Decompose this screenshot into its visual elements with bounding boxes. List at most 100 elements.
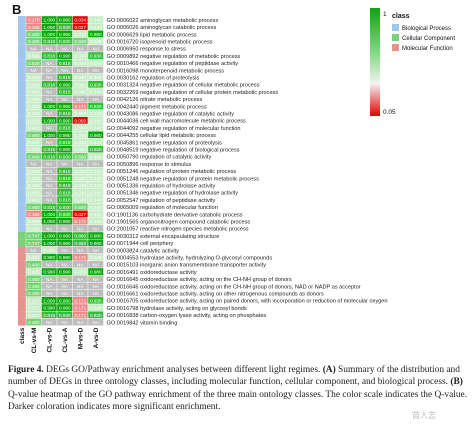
go-term-label: GO:0016838 carbon-oxygen lyase activity,… bbox=[107, 313, 267, 319]
class-cell bbox=[18, 246, 26, 254]
cell-value: 0.930 bbox=[90, 82, 102, 87]
class-cell bbox=[18, 232, 26, 240]
cell-value: 0.340 bbox=[75, 190, 87, 195]
cell-value: 0.350 bbox=[28, 104, 40, 109]
cell-value: NA bbox=[93, 97, 100, 102]
cell-value: 0.980 bbox=[90, 241, 102, 246]
cell-value: NA bbox=[46, 284, 53, 289]
class-cell bbox=[18, 88, 26, 96]
cell-value: 0.340 bbox=[90, 190, 102, 195]
cell-value: NA bbox=[77, 291, 84, 296]
cell-value: 0.155 bbox=[28, 212, 40, 217]
cell-value: 0.340 bbox=[75, 90, 87, 95]
cell-value: 0.034 bbox=[75, 18, 87, 23]
column-label: CL-vs-D bbox=[46, 327, 53, 352]
go-term-label: GO:0042126 nitrate metabolic process bbox=[107, 97, 203, 103]
cell-value: 0.990 bbox=[59, 32, 71, 37]
go-term-label: GO:0044255 cellular lipid metabolic proc… bbox=[107, 133, 217, 139]
cell-value: NA bbox=[46, 169, 53, 174]
go-term-label: GO:0045861 negative regulation of proteo… bbox=[107, 140, 223, 146]
class-cell bbox=[18, 52, 26, 60]
class-cell bbox=[18, 304, 26, 312]
column-label: A-vs-D bbox=[93, 327, 100, 348]
go-term-label: GO:0016661 oxidoreductase activity, acti… bbox=[107, 292, 324, 298]
cell-value: NA bbox=[77, 262, 84, 267]
class-cell bbox=[18, 318, 26, 326]
column-label: M-vs-D bbox=[77, 327, 84, 349]
go-term-label: GO:0016705 oxidoreductase activity, acti… bbox=[107, 299, 388, 305]
caption-fig-label: Figure 4. bbox=[8, 365, 44, 375]
cell-value: NA bbox=[93, 68, 100, 73]
cell-value: 0.027 bbox=[75, 212, 87, 217]
go-term-label: GO:0006629 lipid metabolic process bbox=[107, 32, 197, 38]
cell-value: 0.990 bbox=[59, 219, 71, 224]
cell-value: 0.340 bbox=[75, 111, 87, 116]
cell-value: 0.818 bbox=[44, 154, 56, 159]
legend-swatch bbox=[392, 44, 399, 51]
cell-value: NA bbox=[93, 291, 100, 296]
cell-value: 1.000 bbox=[44, 219, 56, 224]
class-cell bbox=[18, 282, 26, 290]
cell-value: 0.818 bbox=[59, 90, 71, 95]
cell-value: 0.818 bbox=[59, 169, 71, 174]
cell-value: 0.480 bbox=[28, 133, 40, 138]
cell-value: 0.400 bbox=[28, 176, 40, 181]
cell-value: NA bbox=[62, 248, 69, 253]
caption-a-text: Summary of the distribution and number o… bbox=[8, 365, 460, 388]
class-cell bbox=[18, 275, 26, 283]
cell-value: 0.340 bbox=[90, 140, 102, 145]
go-term-label: GO:0016646 oxidoreductase activity, acti… bbox=[107, 284, 361, 290]
go-term-label: GO:0051346 negative regulation of hydrol… bbox=[107, 191, 239, 197]
cell-value: 0.990 bbox=[59, 54, 71, 59]
cell-value: 0.818 bbox=[44, 54, 56, 59]
legend-class-label: Cellular Component bbox=[402, 36, 455, 42]
cell-value: 1.000 bbox=[44, 212, 56, 217]
column-label: CL-vs-A bbox=[62, 327, 69, 352]
cell-value: 0.400 bbox=[28, 198, 40, 203]
cell-value: NA bbox=[62, 284, 69, 289]
cell-value: 0.340 bbox=[75, 147, 87, 152]
legend-swatch bbox=[392, 34, 399, 41]
cell-value: 0.818 bbox=[59, 198, 71, 203]
class-cell bbox=[18, 23, 26, 31]
cell-value: 0.400 bbox=[28, 126, 40, 131]
go-term-label: GO:0051246 regulation of protein metabol… bbox=[107, 169, 237, 175]
go-term-label: GO:0006026 aminoglycan catabolic process bbox=[107, 25, 217, 31]
cell-value: 0.405 bbox=[44, 248, 56, 253]
cell-value: 0.818 bbox=[59, 126, 71, 131]
cell-value: NA bbox=[77, 46, 84, 51]
class-cell bbox=[18, 37, 26, 45]
caption-title: DEGs GO/Pathway enrichment analyses betw… bbox=[46, 365, 323, 375]
cell-value: 0.818 bbox=[44, 39, 56, 44]
cell-value: 0.400 bbox=[28, 147, 40, 152]
cell-value: 0.990 bbox=[59, 255, 71, 260]
cell-value: 0.340 bbox=[75, 54, 87, 59]
cell-value: 0.480 bbox=[28, 154, 40, 159]
caption-b-text: Q-value heatmap of the GO pathway enrich… bbox=[8, 389, 468, 413]
class-cell bbox=[18, 167, 26, 175]
cell-value: 0.405 bbox=[28, 270, 40, 275]
cell-value: 0.500 bbox=[75, 39, 87, 44]
cell-value: 0.980 bbox=[90, 270, 102, 275]
cell-value: NA bbox=[46, 68, 53, 73]
go-term-label: GO:0032269 negative regulation of cellul… bbox=[107, 90, 279, 96]
class-cell bbox=[18, 268, 26, 276]
go-term-label: GO:2001057 reactive nitrogen species met… bbox=[107, 227, 249, 233]
watermark: 苗人志 bbox=[412, 411, 436, 420]
cell-value: NA bbox=[93, 284, 100, 289]
cell-value: NA bbox=[62, 226, 69, 231]
cell-value: 0.480 bbox=[28, 262, 40, 267]
cell-value: 0.340 bbox=[90, 118, 102, 123]
go-term-label: GO:0065009 regulation of molecular funct… bbox=[107, 205, 218, 211]
cell-value: 0.480 bbox=[28, 205, 40, 210]
cell-value: NA bbox=[46, 277, 53, 282]
cell-value: 0.400 bbox=[28, 90, 40, 95]
cell-value: 0.400 bbox=[28, 190, 40, 195]
cell-value: NA bbox=[62, 262, 69, 267]
cell-value: 0.400 bbox=[28, 54, 40, 59]
class-cell bbox=[18, 181, 26, 189]
cell-value: 0.990 bbox=[44, 306, 56, 311]
class-cell bbox=[18, 260, 26, 268]
go-term-label: GO:0016491 oxidoreductase activity bbox=[107, 270, 197, 276]
cell-value: 0.818 bbox=[59, 75, 71, 80]
